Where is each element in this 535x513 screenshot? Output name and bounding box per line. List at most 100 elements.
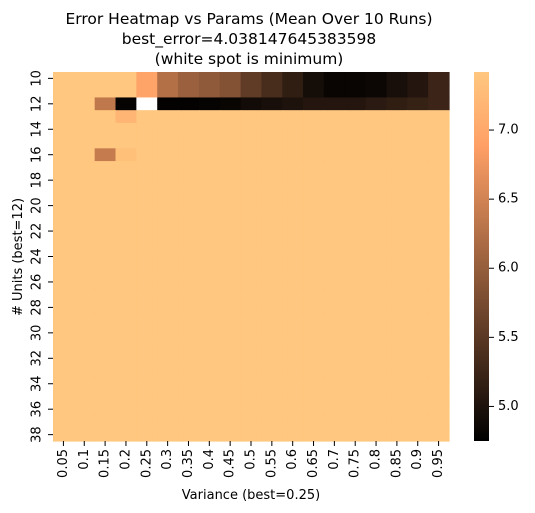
heatmap-cell [323,326,346,340]
heatmap-cell [282,186,304,200]
heatmap-cell [428,339,450,353]
heatmap-cell [261,275,283,289]
heatmap-cell [115,313,137,328]
heatmap-cell [261,211,283,226]
heatmap-cell [365,351,388,366]
heatmap-grid [53,72,450,442]
heatmap-cell [157,364,179,378]
heatmap-cell [115,97,137,111]
heatmap-cell [365,415,388,429]
x-tick-label: 0.7 [327,449,342,470]
heatmap-cell [344,415,367,429]
heatmap-cell [178,275,200,289]
heatmap-cell [157,211,179,226]
chart-title-line-3: (white spot is minimum) [155,50,344,68]
heatmap-cell [407,122,429,137]
heatmap-cell [198,224,221,239]
heatmap-cell [240,110,263,124]
heatmap-cell [344,173,367,188]
heatmap-cell [344,148,367,162]
heatmap-cell [94,326,117,340]
heatmap-cell [282,288,304,302]
heatmap-cell [303,224,325,239]
heatmap-cell [261,72,283,86]
y-tick-label: 28 [30,299,45,316]
heatmap-cell [365,275,388,289]
heatmap-cell [323,339,346,353]
heatmap-cell [386,110,408,124]
heatmap-cell [53,262,75,277]
heatmap-cell [178,237,200,251]
heatmap-cell [94,250,117,264]
y-tick-label: 24 [30,248,45,265]
heatmap-cell [240,390,263,404]
heatmap-cell [303,288,325,302]
heatmap-cell [344,390,367,404]
heatmap-cell [261,402,283,417]
heatmap-cell [73,161,96,175]
heatmap-cell [94,237,117,251]
heatmap-cell [261,326,283,340]
heatmap-cell [53,211,75,226]
heatmap-cell [386,364,408,378]
heatmap-cell [323,313,346,328]
heatmap-cell [407,301,429,315]
heatmap-cell [323,199,346,213]
heatmap-cell [303,326,325,340]
heatmap-cell [428,122,450,137]
heatmap-cell [178,262,200,277]
heatmap-cell [303,351,325,366]
heatmap-cell [344,199,367,213]
heatmap-cell [303,313,325,328]
heatmap-cell [323,84,346,99]
heatmap-cell [115,402,137,417]
heatmap-cell [428,262,450,277]
heatmap-cell [157,161,179,175]
heatmap-cell [53,237,75,251]
heatmap-cell [73,301,96,315]
chart-title-line-1: Error Heatmap vs Params (Mean Over 10 Ru… [65,10,432,28]
heatmap-cell [428,402,450,417]
x-tick-label: 0.6 [285,449,300,470]
heatmap-cell [282,364,304,378]
heatmap-cell [344,326,367,340]
heatmap-cell [94,199,117,213]
heatmap-cell [261,110,283,124]
heatmap-cell [323,161,346,175]
heatmap-cell [365,122,388,137]
heatmap-cell [261,122,283,137]
heatmap-cell [240,173,263,188]
heatmap-cell [365,110,388,124]
heatmap-cell [407,97,429,111]
heatmap-cell [94,301,117,315]
heatmap-cell [240,186,263,200]
heatmap-cell [198,122,221,137]
heatmap-cell [303,390,325,404]
heatmap-cell [53,351,75,366]
heatmap-cell [53,224,75,239]
heatmap-cell [136,339,158,353]
heatmap-cell [53,275,75,289]
heatmap-cell [282,173,304,188]
heatmap-cell [198,186,221,200]
heatmap-cell [198,135,221,149]
heatmap-cell [198,173,221,188]
heatmap-cell [198,428,221,442]
heatmap-cell [219,224,242,239]
heatmap-cell [73,148,96,162]
heatmap-cell [198,97,221,111]
heatmap-cell [219,199,242,213]
heatmap-cell [407,428,429,442]
heatmap-cell [282,402,304,417]
heatmap-cell [136,351,158,366]
heatmap-cell [178,339,200,353]
heatmap-cell [94,288,117,302]
heatmap-cell [198,351,221,366]
heatmap-cell [323,402,346,417]
heatmap-cell [136,72,158,86]
heatmap-cell [115,351,137,366]
heatmap-cell [407,148,429,162]
heatmap-cell [386,377,408,391]
heatmap-cell [157,301,179,315]
heatmap-cell [198,250,221,264]
